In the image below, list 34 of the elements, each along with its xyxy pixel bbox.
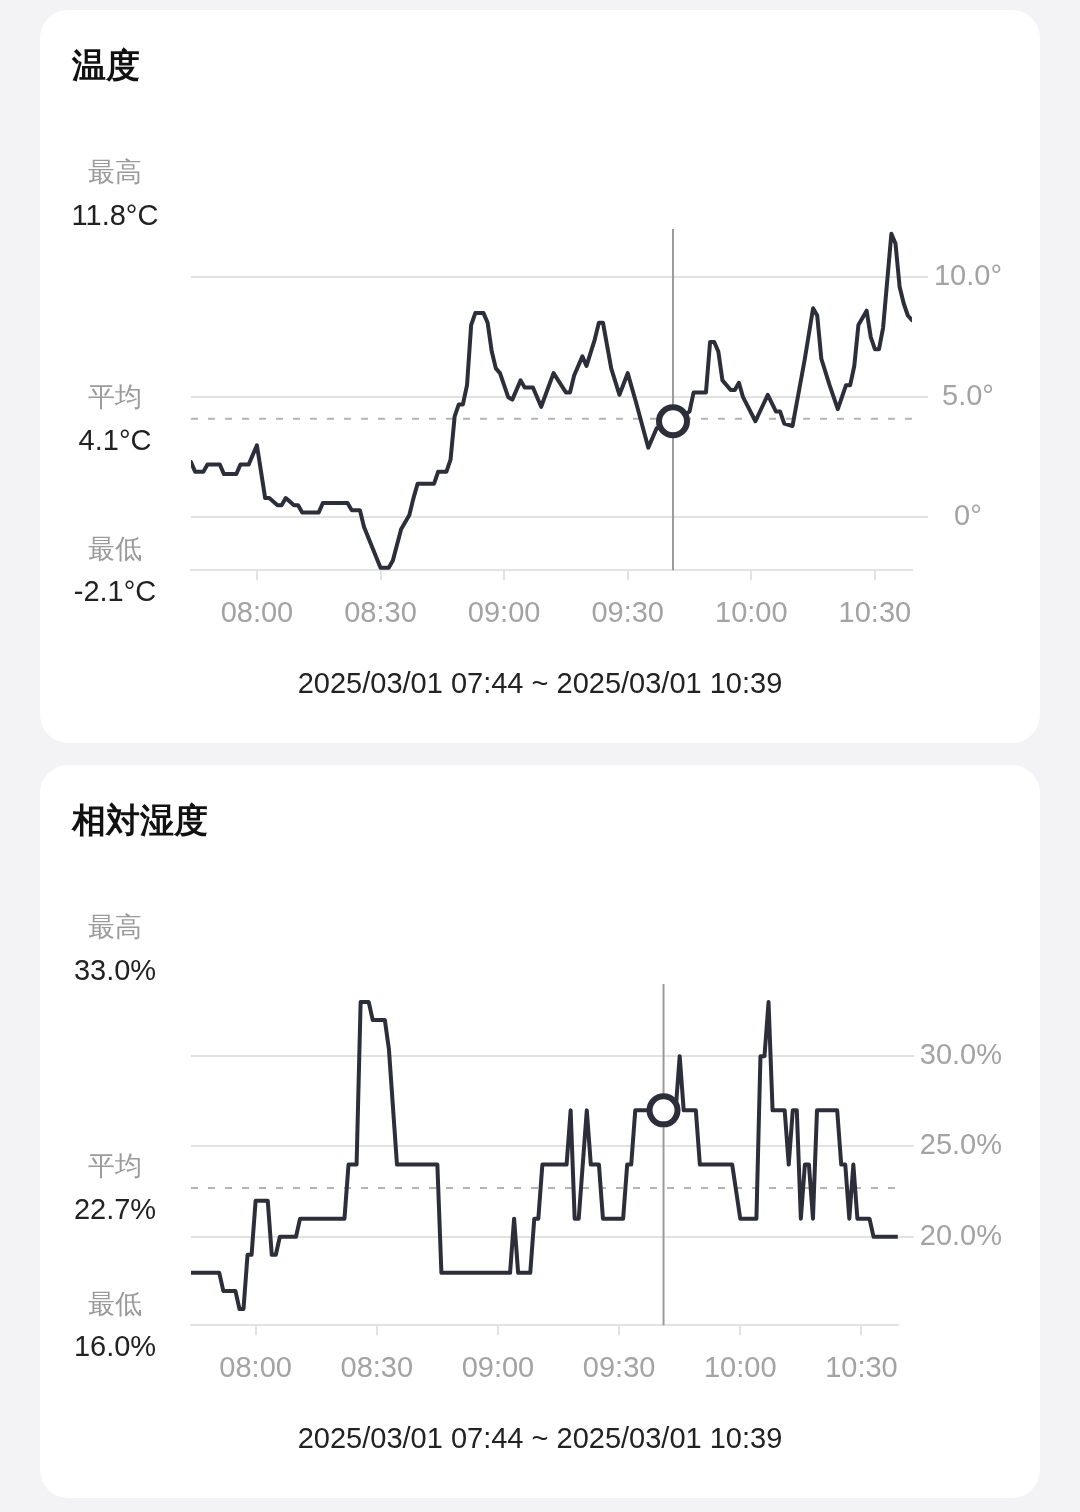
chart-title: 相対湿度: [71, 801, 208, 840]
x-tick-label: 08:00: [220, 595, 294, 628]
x-tick-label: 09:00: [461, 1350, 535, 1383]
text: 最高: [88, 912, 142, 943]
text: 最低: [88, 1288, 142, 1319]
text: 2025/03/01 07:44 ~ 2025/03/01 10:39: [297, 667, 783, 699]
x-tick-label: 10:30: [825, 1350, 898, 1383]
x-tick-label: 08:30: [344, 595, 417, 628]
x-tick-label: 10:30: [838, 595, 912, 628]
x-tick-label: 10:00: [715, 595, 788, 628]
y-tick-label: 25.0%: [919, 1128, 1002, 1161]
x-tick-label: 08:30: [340, 1350, 414, 1383]
x-tick-label: 08:00: [219, 1350, 292, 1383]
text: 最高: [88, 157, 142, 188]
text: 11.8°C: [71, 199, 159, 231]
x-tick-label: 09:30: [582, 1350, 656, 1383]
y-tick-label: 5.0°: [942, 379, 994, 412]
y-tick-label: 20.0%: [919, 1218, 1002, 1251]
text: 4.1°C: [78, 423, 152, 456]
text: 最低: [88, 533, 142, 564]
text: 22.7%: [73, 1193, 157, 1225]
text: 2025/03/01 07:44 ~ 2025/03/01 10:39: [297, 1422, 783, 1454]
y-tick-label: 0°: [954, 499, 982, 532]
x-tick-label: 09:30: [591, 595, 664, 628]
text: 平均: [88, 1151, 142, 1182]
y-tick-label: 10.0°: [933, 259, 1002, 292]
x-tick-label: 09:00: [467, 595, 541, 628]
text: 33.0%: [73, 954, 157, 986]
text: -2.1°C: [73, 575, 157, 608]
text: 16.0%: [73, 1330, 157, 1363]
x-tick-label: 10:00: [703, 1350, 777, 1383]
chart-title: 温度: [71, 46, 140, 85]
text: 平均: [88, 382, 142, 413]
y-tick-label: 30.0%: [919, 1038, 1002, 1071]
